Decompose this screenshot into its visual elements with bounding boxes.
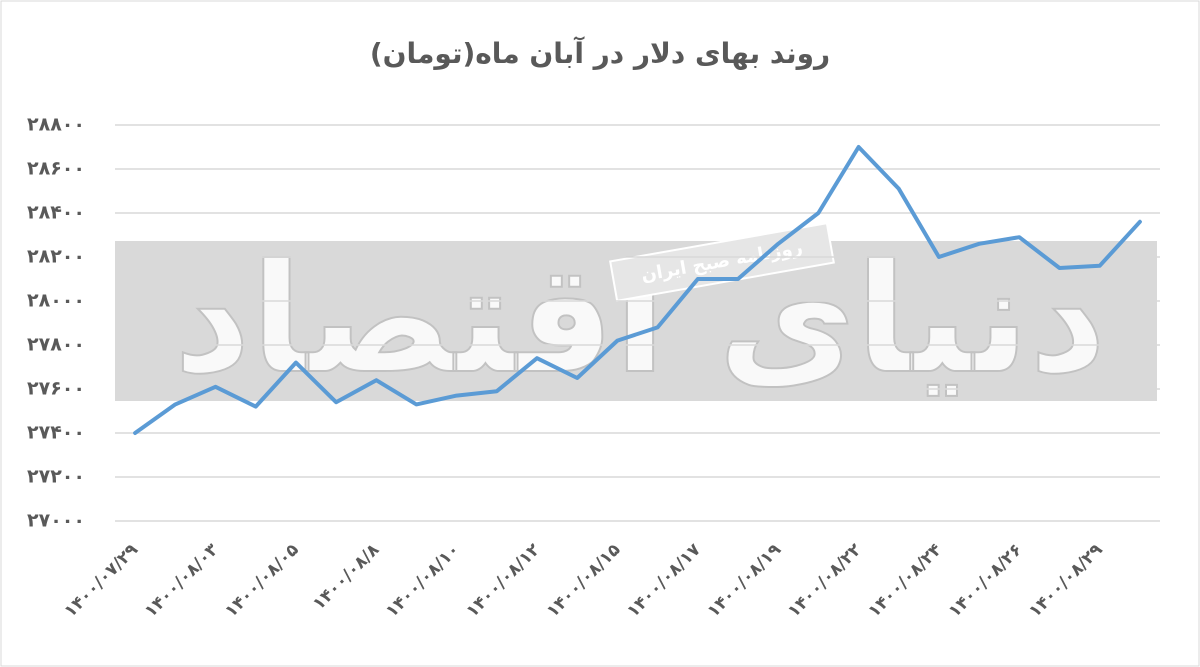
chart-title: روند بهای دلار در آبان ماه(تومان) xyxy=(370,36,830,70)
y-tick-label: ۲۷۴۰۰ xyxy=(27,422,85,444)
y-tick-label: ۲۸۰۰۰ xyxy=(27,290,85,312)
data-line xyxy=(133,145,1142,435)
y-tick-label: ۲۷۶۰۰ xyxy=(27,378,85,400)
y-tick-label: ۲۸۲۰۰ xyxy=(27,246,85,268)
y-tick-label: ۲۸۸۰۰ xyxy=(27,114,85,136)
y-tick-label: ۲۸۴۰۰ xyxy=(27,202,85,224)
y-tick-label: ۲۷۰۰۰ xyxy=(27,510,85,532)
watermark-layer: دنیای اقتصاد روزنامه صبح ایران xyxy=(115,222,1157,408)
y-tick-label: ۲۸۶۰۰ xyxy=(27,158,85,180)
y-tick-label: ۲۷۲۰۰ xyxy=(27,466,85,488)
y-tick-label: ۲۷۸۰۰ xyxy=(27,334,85,356)
grid: ۲۷۰۰۰ ۲۷۲۰۰ ۲۷۴۰۰ ۲۷۶۰۰ ۲۷۸۰۰ ۲۸۰۰۰ ۲۸۲۰۰ ۲۸۴۰۰… xyxy=(27,114,1160,532)
